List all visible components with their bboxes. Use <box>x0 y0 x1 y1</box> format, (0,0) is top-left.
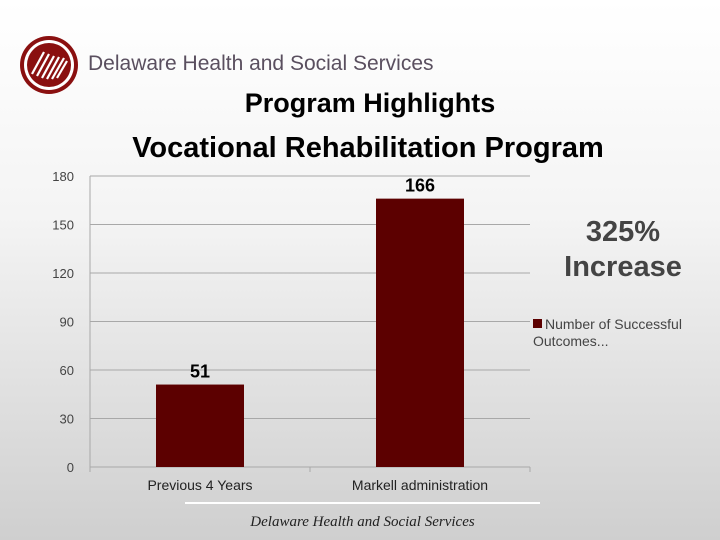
x-category-label: Previous 4 Years <box>147 477 252 493</box>
y-tick-label: 180 <box>52 169 74 184</box>
legend: Number of Successful Outcomes... <box>533 316 713 350</box>
y-tick-label: 90 <box>60 315 74 330</box>
callout-label: Increase <box>564 250 682 283</box>
y-tick-label: 30 <box>60 412 74 427</box>
footer-text: Delaware Health and Social Services <box>250 514 475 530</box>
chart-title: Program Highlights <box>244 88 496 118</box>
increase-callout: 325% Increase <box>556 215 690 285</box>
x-category-label: Markell administration <box>352 477 488 493</box>
data-label: 51 <box>190 362 210 382</box>
chart-subtitle: Vocational Rehabilitation Program <box>132 132 604 164</box>
y-tick-label: 60 <box>60 363 74 378</box>
footer-divider <box>185 502 540 504</box>
y-tick-label: 0 <box>67 460 74 475</box>
callout-percent: 325% <box>585 216 661 248</box>
org-name: Delaware Health and Social Services <box>88 52 434 75</box>
bar-2 <box>376 198 464 467</box>
legend-swatch <box>533 319 542 328</box>
legend-label: Number of Successful Outcomes... <box>533 316 682 349</box>
y-tick-label: 120 <box>52 266 74 281</box>
dhss-seal-icon <box>20 36 78 94</box>
data-label: 166 <box>405 176 435 196</box>
y-tick-label: 150 <box>52 218 74 233</box>
bar-1 <box>156 384 244 467</box>
